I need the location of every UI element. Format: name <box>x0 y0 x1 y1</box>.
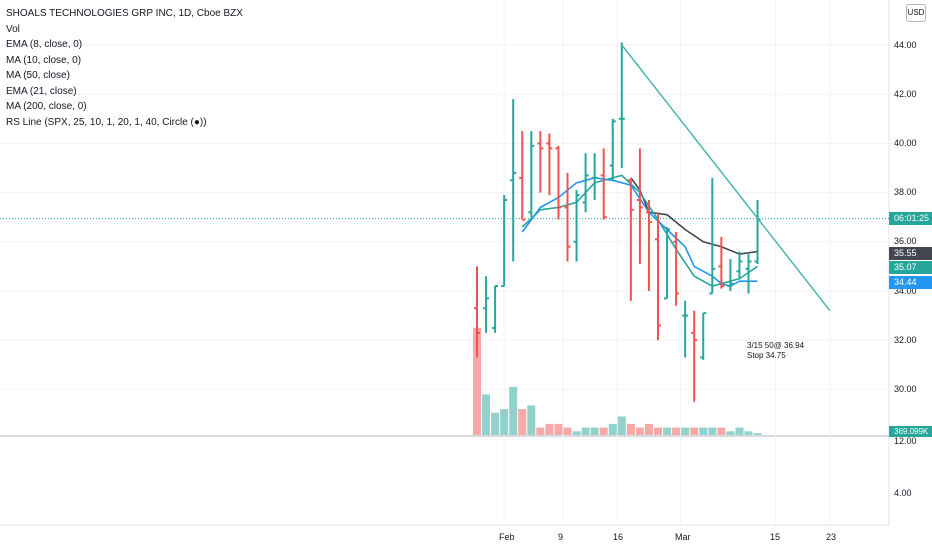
volume-bar <box>527 405 536 435</box>
indicator-ma-50[interactable]: MA (50, close) <box>6 70 70 81</box>
time-axis-label: 23 <box>826 532 837 542</box>
price-axis-label: 44.00 <box>894 40 917 50</box>
ema-green-tag: 35.07 <box>889 261 932 274</box>
volume-bar <box>482 394 491 435</box>
volume-bar <box>617 416 626 435</box>
volume-bar <box>635 427 644 435</box>
volume-bar <box>509 386 518 435</box>
volume-bar <box>753 433 762 435</box>
volume-bar <box>699 427 708 435</box>
volume-bar <box>518 409 527 435</box>
price-axis-label: 40.00 <box>894 138 917 148</box>
time-axis-label: Mar <box>675 532 691 542</box>
volume-bar <box>744 431 753 435</box>
price-axis-label: 36.00 <box>894 236 917 246</box>
indicator-ema-21[interactable]: EMA (21, close) <box>6 85 77 97</box>
ma-dark-tag: 35.55 <box>889 247 932 260</box>
trade-note-stop[interactable]: Stop 34.75 <box>747 351 786 360</box>
indicator-vol[interactable]: Vol <box>6 23 20 35</box>
countdown-tag: 06:01:25 <box>889 212 932 225</box>
time-axis-label: Feb <box>499 532 515 542</box>
volume-bar <box>626 423 635 435</box>
volume-bar <box>581 427 590 435</box>
volume-bar <box>726 431 735 435</box>
lower-axis-label: 12.00 <box>894 436 917 446</box>
time-axis-label: 15 <box>770 532 781 542</box>
volume-bar <box>690 427 699 435</box>
chart-legend: SHOALS TECHNOLOGIES GRP INC, 1D, Cboe BZ… <box>6 6 243 130</box>
symbol-title[interactable]: SHOALS TECHNOLOGIES GRP INC, 1D, Cboe BZ… <box>6 8 243 19</box>
trade-note-entry[interactable]: 3/15 50@ 36.94 <box>747 341 805 350</box>
price-axis-label: 34.00 <box>894 286 917 296</box>
volume-bar <box>717 427 726 435</box>
lower-axis-label: 4.00 <box>894 488 912 498</box>
volume-bar <box>554 423 563 435</box>
volume-bar <box>654 427 662 435</box>
volume-bar <box>572 431 581 435</box>
time-axis-label: 16 <box>613 532 624 542</box>
indicator-ma-10[interactable]: MA (10, close, 0) <box>6 54 82 66</box>
volume-bar <box>708 427 717 435</box>
price-axis-label: 30.00 <box>894 384 917 394</box>
time-axis-label: 9 <box>558 532 564 542</box>
volume-bar <box>735 427 744 435</box>
volume-bar <box>473 327 481 435</box>
indicator-ema-8[interactable]: EMA (8, close, 0) <box>6 39 83 50</box>
volume-bar <box>545 423 554 435</box>
volume-bar <box>563 427 572 435</box>
ema-blue-tag: 34.44 <box>889 276 932 289</box>
volume-bar <box>500 409 509 435</box>
indicator-ma-200[interactable]: MA (200, close, 0) <box>6 101 87 112</box>
volume-bar <box>590 427 599 435</box>
price-axis-label: 38.00 <box>894 187 917 197</box>
price-axis-label: 42.00 <box>894 89 917 99</box>
volume-bar <box>536 427 545 435</box>
volume-bar <box>608 423 617 435</box>
volume-bar <box>663 427 672 435</box>
volume-tag: 369.099K <box>889 426 932 437</box>
volume-bar <box>644 423 653 435</box>
volume-bar <box>491 412 500 435</box>
indicator-rs-line[interactable]: RS Line (SPX, 25, 10, 1, 20, 1, 40, Circ… <box>6 116 207 128</box>
trendline <box>621 44 831 312</box>
volume-bar <box>681 427 690 435</box>
volume-bar <box>672 427 681 435</box>
volume-bar <box>599 427 608 435</box>
price-axis-label: 32.00 <box>894 335 917 345</box>
currency-button[interactable]: USD <box>906 4 926 22</box>
